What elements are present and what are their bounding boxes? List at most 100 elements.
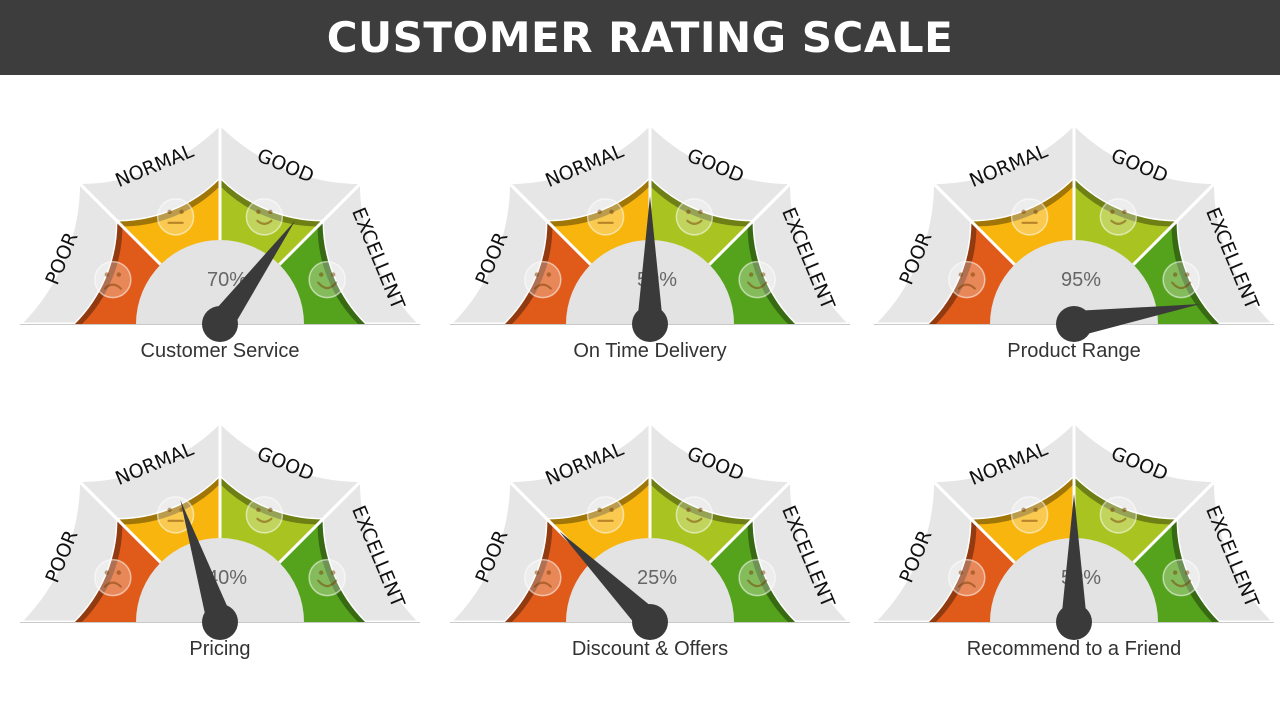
zone-excellent bbox=[1133, 221, 1219, 324]
zone-poor bbox=[75, 519, 161, 622]
zone-edge-normal bbox=[547, 477, 650, 525]
smiling-face-icon bbox=[1099, 198, 1138, 236]
gauge-value: 95% bbox=[1061, 269, 1101, 291]
zone-good bbox=[650, 179, 753, 265]
gauge-needle bbox=[202, 220, 296, 342]
smiling-face-icon bbox=[1099, 496, 1138, 534]
gauge-needle bbox=[1056, 494, 1092, 640]
zone-good bbox=[1074, 477, 1177, 563]
sad-face-icon bbox=[94, 260, 132, 299]
page-title: CUSTOMER RATING SCALE bbox=[326, 13, 954, 62]
zone-edge-excellent bbox=[1171, 519, 1219, 622]
zone-normal bbox=[547, 179, 650, 265]
zone-edge-poor bbox=[929, 519, 977, 622]
zone-excellent bbox=[709, 221, 795, 324]
gauge-dial: POORNORMALGOODEXCELLENT50% bbox=[446, 120, 854, 342]
zone-ring bbox=[929, 124, 1219, 324]
zone-edge-excellent bbox=[317, 519, 365, 622]
gauge-hub bbox=[990, 240, 1158, 324]
zone-edge-poor bbox=[75, 221, 123, 324]
happy-face-icon bbox=[1162, 260, 1200, 299]
zone-ring bbox=[505, 422, 795, 622]
zone-edge-good bbox=[650, 477, 753, 525]
gauge-needle bbox=[1056, 303, 1201, 342]
zone-excellent bbox=[279, 519, 365, 622]
zone-good bbox=[220, 179, 323, 265]
zone-edge-good bbox=[220, 477, 323, 525]
zone-edge-good bbox=[220, 179, 323, 227]
happy-face-icon bbox=[738, 260, 776, 299]
zone-good bbox=[650, 477, 753, 563]
gauge-label: Product Range bbox=[1007, 340, 1141, 362]
outer-band bbox=[16, 120, 424, 326]
zone-edge-good bbox=[1074, 179, 1177, 227]
zone-normal bbox=[971, 179, 1074, 265]
gauge-discount-offers: POOR NORMAL GOOD EXCELLENT 25% Discount & Of… bbox=[446, 418, 854, 712]
zone-edge-excellent bbox=[1171, 221, 1219, 324]
zone-edge-normal bbox=[117, 179, 220, 227]
gauge-value: 25% bbox=[637, 567, 677, 589]
smiling-face-icon bbox=[675, 496, 714, 534]
needle-pivot bbox=[632, 604, 668, 640]
gauge-on-time-delivery: POORNORMALGOODEXCELLENT50% On Time Deliv… bbox=[446, 120, 854, 414]
gauge-label: Pricing bbox=[189, 638, 251, 660]
zone-edge-poor bbox=[929, 221, 977, 324]
zone-excellent bbox=[1133, 519, 1219, 622]
gauge-label: Customer Service bbox=[140, 340, 300, 362]
zone-ring bbox=[505, 124, 795, 324]
gauge-needle bbox=[180, 500, 238, 640]
zone-edge-normal bbox=[971, 477, 1074, 525]
happy-face-icon bbox=[308, 260, 346, 299]
gauge-pricing: POOR NORMAL GOOD EXCELLENT 40% Pricing bbox=[16, 418, 424, 712]
gauge-recommend-to-a-friend: POORNORMALGOODEXCELLENT50% Recommend to … bbox=[870, 418, 1278, 712]
zone-normal bbox=[117, 179, 220, 265]
gauge-label: Discount & Offers bbox=[571, 638, 729, 660]
smiling-face-icon bbox=[245, 496, 284, 534]
zone-poor bbox=[505, 221, 591, 324]
zone-poor bbox=[929, 519, 1015, 622]
sad-face-icon bbox=[948, 558, 986, 597]
zone-normal bbox=[547, 477, 650, 563]
zone-edge-poor bbox=[75, 519, 123, 622]
zone-ring bbox=[75, 422, 365, 622]
smiling-face-icon bbox=[245, 198, 284, 236]
zone-ring bbox=[929, 422, 1219, 622]
zone-edge-normal bbox=[547, 179, 650, 227]
neutral-face-icon bbox=[1010, 496, 1049, 534]
smiling-face-icon bbox=[675, 198, 714, 236]
happy-face-icon bbox=[308, 558, 346, 597]
zone-ring bbox=[75, 124, 365, 324]
needle-pivot bbox=[202, 604, 238, 640]
gauge-product-range: POOR NORMAL GOOD EXCELLENT 95% Product Range bbox=[870, 120, 1278, 414]
neutral-face-icon bbox=[586, 198, 625, 236]
zone-poor bbox=[929, 221, 1015, 324]
zone-edge-normal bbox=[117, 477, 220, 525]
zone-edge-excellent bbox=[747, 221, 795, 324]
gauge-label: On Time Delivery bbox=[573, 340, 727, 362]
happy-face-icon bbox=[1162, 558, 1200, 597]
zone-edge-normal bbox=[971, 179, 1074, 227]
gauge-hub bbox=[136, 538, 304, 622]
happy-face-icon bbox=[738, 558, 776, 597]
gauge-needle bbox=[632, 196, 668, 342]
outer-band bbox=[16, 418, 424, 624]
header-bar: CUSTOMER RATING SCALE bbox=[0, 0, 1280, 75]
gauge-hub bbox=[566, 538, 734, 622]
sad-face-icon bbox=[524, 260, 562, 299]
neutral-face-icon bbox=[156, 496, 195, 534]
gauge-needle bbox=[559, 531, 668, 640]
gauge-customer-service: POOR NORMAL GOOD EXCELLENT 70% Customer Serv… bbox=[16, 120, 424, 414]
zone-edge-good bbox=[650, 179, 753, 227]
zone-excellent bbox=[709, 519, 795, 622]
needle-pivot bbox=[202, 306, 238, 342]
gauge-dial: POORNORMALGOODEXCELLENT50% bbox=[870, 418, 1278, 640]
needle-pivot bbox=[1056, 604, 1092, 640]
zone-good bbox=[1074, 179, 1177, 265]
zone-good bbox=[220, 477, 323, 563]
sad-face-icon bbox=[94, 558, 132, 597]
zone-poor bbox=[505, 519, 591, 622]
gauge-label: Recommend to a Friend bbox=[966, 638, 1182, 660]
neutral-face-icon bbox=[586, 496, 625, 534]
